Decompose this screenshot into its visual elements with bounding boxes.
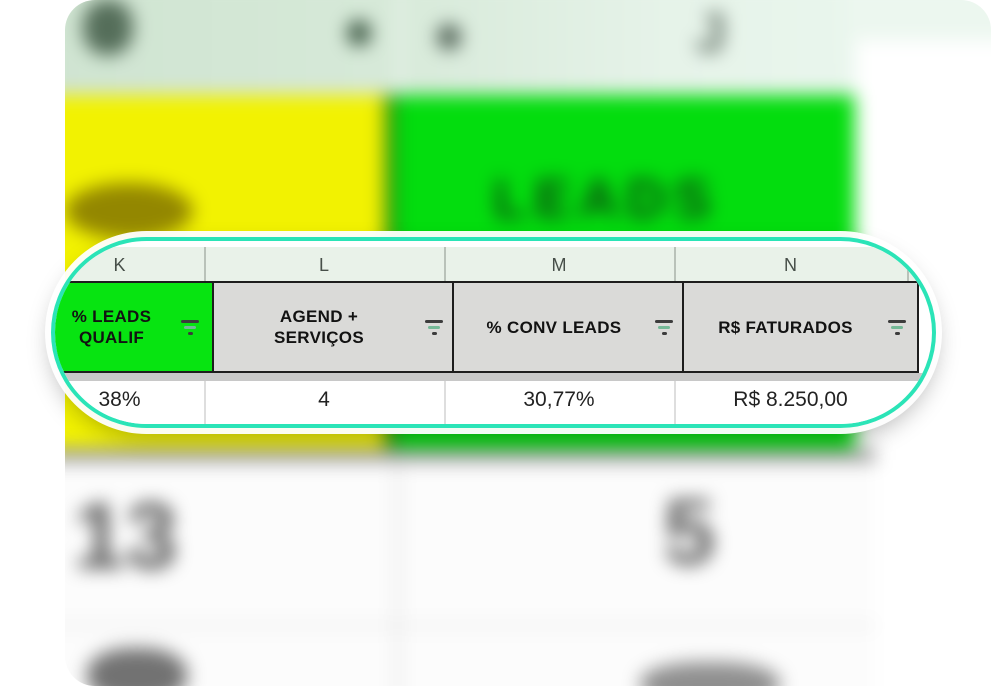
header-cell-faturados[interactable]: R$ FATURADOS	[682, 281, 919, 373]
cell-value-n[interactable]: R$ 8.250,00	[733, 388, 848, 411]
gridline	[444, 247, 446, 283]
column-letter-l[interactable]: L	[318, 254, 329, 275]
filter-icon[interactable]	[180, 320, 200, 335]
header-text-line: AGEND +	[279, 307, 359, 326]
magnified-range: K L M N % LEADS QUALIF AGEND + SERVIÇOS	[55, 241, 932, 424]
row-boundary-strip	[55, 373, 932, 381]
filter-icon[interactable]	[654, 320, 674, 335]
column-letter-m[interactable]: M	[551, 254, 567, 275]
column-letter-n[interactable]: N	[784, 254, 797, 275]
column-letters-strip	[65, 0, 875, 98]
blurred-dot	[437, 24, 461, 50]
gridline	[204, 381, 206, 424]
highlight-pill: K L M N % LEADS QUALIF AGEND + SERVIÇOS	[51, 237, 936, 428]
gridline	[674, 247, 676, 283]
blurred-column-letter-j: J	[695, 1, 727, 64]
header-text-line: SERVIÇOS	[274, 328, 364, 347]
blurred-number-left: 13	[73, 483, 178, 588]
cell-value-k[interactable]: 38%	[98, 388, 141, 411]
header-cell-leads-qualif[interactable]: % LEADS QUALIF	[55, 281, 216, 373]
gridline-bottom-vertical	[396, 462, 399, 686]
white-lower-area	[65, 462, 875, 686]
data-row: 38% 4 30,77% R$ 8.250,00	[55, 381, 932, 424]
header-text-line: QUALIF	[78, 328, 145, 347]
gridline	[444, 381, 446, 424]
header-text-line: % CONV LEADS	[486, 317, 622, 337]
gridline	[907, 247, 909, 283]
blurred-dot	[347, 20, 371, 46]
gridline-top-vertical	[398, 0, 403, 96]
blurred-mark	[65, 183, 193, 239]
header-cell-agend-servicos[interactable]: AGEND + SERVIÇOS	[212, 281, 456, 373]
gray-row-line	[65, 448, 875, 462]
column-letters-strip-right	[845, 0, 991, 42]
header-text-line: R$ FATURADOS	[718, 317, 853, 337]
header-cell-conv-leads[interactable]: % CONV LEADS	[452, 281, 686, 373]
gridline-bottom-horizontal	[65, 624, 875, 627]
column-letter-k[interactable]: K	[113, 254, 126, 275]
header-text-line: % LEADS	[71, 307, 152, 326]
gridline	[674, 381, 676, 424]
gridline	[204, 247, 206, 283]
column-letters-row: K L M N	[55, 247, 932, 283]
red-cell-marker	[925, 382, 929, 394]
cell-value-l[interactable]: 4	[318, 388, 330, 411]
cell-value-m[interactable]: 30,77%	[523, 388, 595, 411]
blurred-number-right: 5	[663, 479, 716, 584]
filter-icon[interactable]	[424, 320, 444, 335]
blurred-mark	[87, 648, 187, 686]
blurred-mark	[83, 0, 133, 55]
blurred-leads-label: LEADS	[493, 167, 718, 230]
filter-icon[interactable]	[887, 320, 907, 335]
blurred-mark	[640, 662, 780, 686]
